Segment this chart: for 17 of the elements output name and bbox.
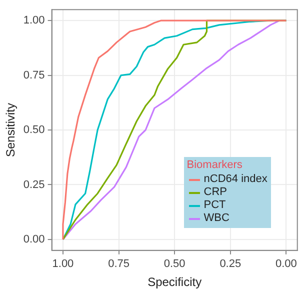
y-tick-label: 0.75 [23, 69, 45, 82]
y-tick-label: 0.00 [23, 233, 45, 246]
y-axis-title: Sensitivity [4, 102, 18, 158]
x-tick-label: 0.25 [220, 258, 242, 270]
legend-title: Biomarkers [186, 159, 244, 172]
x-tick-label: 0.00 [275, 258, 297, 270]
x-axis-title: Specificity [148, 275, 202, 290]
y-tick-label: 1.00 [23, 14, 45, 27]
y-tick-label: 0.25 [23, 178, 45, 191]
x-tick-label: 0.75 [108, 258, 130, 270]
y-tick-label: 0.50 [23, 124, 45, 136]
x-tick-label: 1.00 [52, 258, 74, 270]
x-tick-label: 0.50 [164, 258, 186, 270]
legend-label: WBC [204, 212, 230, 224]
legend-label: nCD64 index [204, 173, 268, 186]
legend-label: CRP [204, 186, 228, 198]
legend-label: PCT [204, 199, 226, 212]
